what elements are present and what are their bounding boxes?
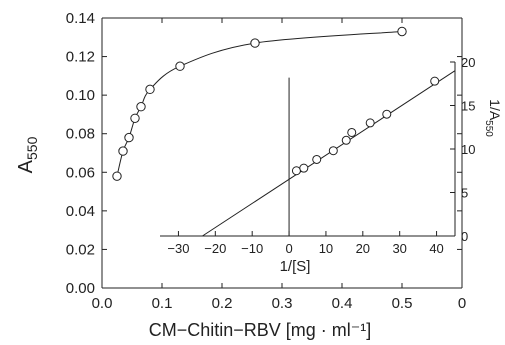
inset-y-axis-label-subscript: 550 [483, 120, 494, 137]
main-y-tick-label: 0.10 [66, 87, 95, 104]
main-y-axis-label-subscript: 550 [24, 136, 40, 160]
main-data-point [112, 171, 122, 181]
main-data-points [112, 26, 407, 181]
main-x-tick-label: 0.5 [392, 295, 413, 312]
inset-x-tick-label: 30 [392, 241, 406, 256]
inset-data-points [291, 76, 440, 176]
inset-y-axis-label: 1/A550 [483, 99, 503, 137]
inset-data-point [382, 109, 392, 119]
main-y-axis-label: A550 [15, 136, 40, 173]
inset-x-tick-label: 0 [285, 241, 292, 256]
inset-fit-line [202, 70, 456, 237]
main-fit-curve [116, 31, 403, 177]
main-data-point [124, 132, 134, 143]
inset-chart: −30 −20 −10 0 10 20 30 40 0 5 10 15 20 1/[S] 1/A550 [160, 55, 503, 275]
inset-y-tick-label: 10 [461, 142, 475, 157]
main-y-tick-label: 0.00 [66, 280, 95, 297]
inset-x-tick-label: 20 [356, 241, 370, 256]
main-x-axis-label: CM−Chitin−RBV [mg · ml⁻¹] [149, 320, 372, 340]
inset-data-point [365, 118, 375, 128]
inset-x-tick-label: −20 [204, 241, 226, 256]
inset-y-axis-label-main: 1/A [487, 99, 503, 121]
main-x-tick-label: 0.3 [272, 295, 293, 312]
inset-y-tick-label: 5 [461, 186, 468, 201]
main-x-tick-label: 0 [458, 295, 466, 312]
main-y-tick-label: 0.12 [66, 49, 95, 66]
main-y-tick-label: 0.04 [66, 203, 95, 220]
main-chart: 0.00 0.02 0.04 0.06 0.08 0.10 0.12 0.14 0.0 0.1 0.… [15, 10, 466, 340]
inset-y-tick-label: 20 [461, 55, 475, 70]
main-data-point [175, 61, 185, 71]
main-data-point [136, 102, 146, 112]
inset-y-tick-label: 0 [461, 229, 468, 244]
main-data-point [130, 113, 140, 123]
main-y-tick-label: 0.08 [66, 126, 95, 143]
inset-data-point [291, 166, 301, 176]
inset-x-tick-label: 10 [319, 241, 333, 256]
inset-data-point [347, 127, 357, 137]
inset-data-point [430, 76, 440, 86]
main-y-axis-label-main: A [15, 159, 37, 173]
inset-x-tick-label: 40 [429, 241, 443, 256]
inset-x-axis-label: 1/[S] [280, 258, 311, 275]
main-y-tick-label: 0.06 [66, 164, 95, 181]
inset-y-tick-label: 15 [461, 99, 475, 114]
main-data-point [397, 26, 407, 37]
main-data-point [118, 146, 128, 156]
main-axis-ticks: 0.00 0.02 0.04 0.06 0.08 0.10 0.12 0.14 0.0 0.1 0.… [66, 10, 466, 312]
inset-data-point [299, 163, 309, 173]
main-data-point [250, 38, 260, 48]
main-y-tick-label: 0.14 [66, 10, 95, 27]
inset-axis-ticks: −30 −20 −10 0 10 20 30 40 0 5 10 15 20 [160, 55, 475, 256]
inset-data-point [328, 146, 338, 156]
inset-data-point [312, 154, 322, 164]
main-x-tick-label: 0.2 [212, 295, 233, 312]
main-x-tick-label: 0.0 [92, 295, 113, 312]
main-data-point [145, 84, 155, 95]
main-x-tick-label: 0.4 [332, 295, 353, 312]
main-y-tick-label: 0.02 [66, 241, 95, 258]
inset-data-point [341, 135, 351, 145]
inset-x-tick-label: −30 [167, 241, 189, 256]
inset-x-tick-label: −10 [241, 241, 263, 256]
main-x-tick-label: 0.1 [152, 295, 173, 312]
